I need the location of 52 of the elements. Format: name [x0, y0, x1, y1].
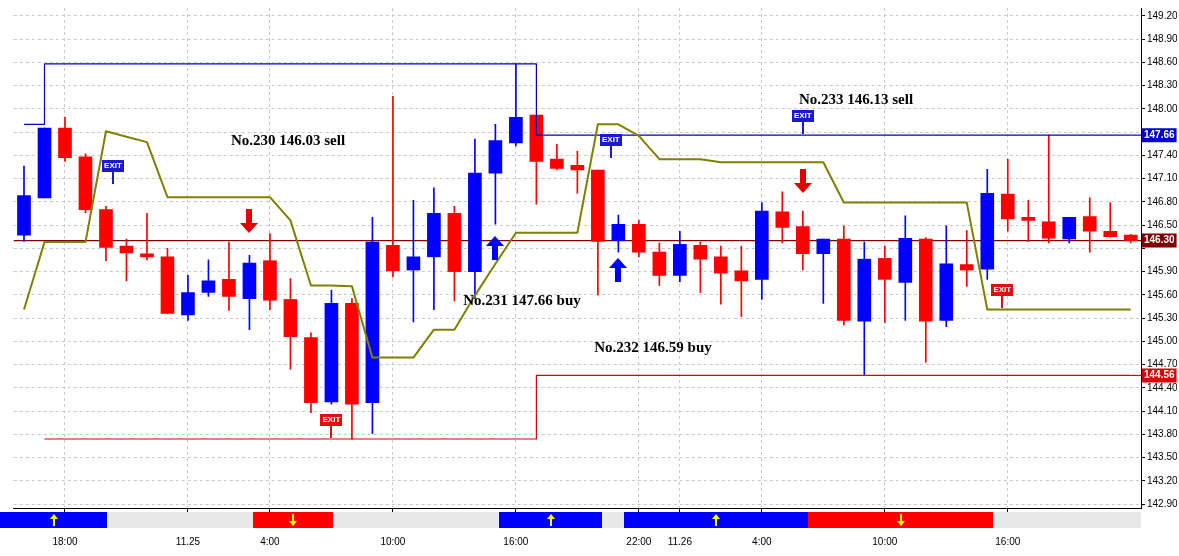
y-tick-label: 144.70: [1147, 358, 1179, 370]
x-tick-label: 11.25: [175, 535, 201, 547]
x-tick-label: 10:00: [872, 535, 898, 547]
x-tick-label: 4:00: [260, 535, 281, 547]
annotation: No.230 146.03 sell: [230, 131, 346, 148]
ref-line-label: 146.30: [1144, 234, 1176, 246]
y-tick-label: 144.10: [1147, 404, 1179, 416]
x-tick-label: 16:00: [503, 535, 529, 547]
x-tick-label: 4:00: [752, 535, 772, 547]
annotation: EXIT: [991, 284, 1014, 296]
annotation: No.233 146.13 sell: [798, 90, 914, 107]
candlestick: [959, 230, 974, 287]
candlestick: [1041, 134, 1056, 244]
x-tick-label: 22:00: [626, 535, 652, 547]
x-tick-label: 10:00: [380, 535, 406, 547]
y-tick-label: 149.20: [1147, 9, 1179, 21]
y-tick-label: 148.30: [1147, 79, 1179, 91]
x-tick-label: 16:00: [995, 535, 1021, 547]
y-tick-label: 145.00: [1147, 335, 1179, 347]
annotation: EXIT: [320, 414, 343, 426]
candlestick: [816, 238, 831, 304]
data-label: 147.66: [1144, 128, 1176, 140]
exit-flag: EXIT: [320, 414, 343, 438]
y-tick-label: 144.40: [1147, 381, 1179, 393]
y-tick-label: 143.80: [1147, 428, 1179, 440]
y-tick-label: 147.40: [1147, 149, 1179, 161]
annotation: EXIT: [791, 110, 814, 122]
annotation: No.232 146.59 buy: [594, 338, 713, 355]
x-tick-label: 11.26: [667, 535, 693, 547]
y-tick-label: 145.90: [1147, 265, 1179, 277]
y-tick-label: 145.60: [1147, 288, 1179, 300]
y-tick-label: 142.90: [1147, 497, 1179, 509]
x-tick-label: 18:00: [52, 535, 78, 547]
exit-flag: EXIT: [101, 160, 124, 184]
candlestick: [1021, 199, 1036, 242]
y-tick-label: 146.80: [1147, 195, 1179, 207]
y-tick-label: 147.10: [1147, 172, 1179, 184]
annotation: EXIT: [101, 160, 124, 172]
data-label: 144.56: [1144, 369, 1176, 381]
y-tick-label: 143.50: [1147, 451, 1179, 463]
y-tick-label: 145.30: [1147, 311, 1179, 323]
y-tick-label: 148.60: [1147, 56, 1179, 68]
y-tick-label: 148.90: [1147, 32, 1179, 44]
candlestick: [140, 213, 154, 261]
y-tick-label: 146.50: [1147, 218, 1179, 230]
exit-flag: EXIT: [991, 284, 1014, 308]
exit-flag: EXIT: [791, 110, 814, 134]
annotation: EXIT: [599, 134, 622, 146]
y-tick-label: 143.20: [1147, 474, 1179, 486]
y-tick-label: 148.00: [1147, 102, 1179, 114]
candlestick: [1103, 202, 1118, 238]
exit-flag: EXIT: [599, 134, 622, 158]
